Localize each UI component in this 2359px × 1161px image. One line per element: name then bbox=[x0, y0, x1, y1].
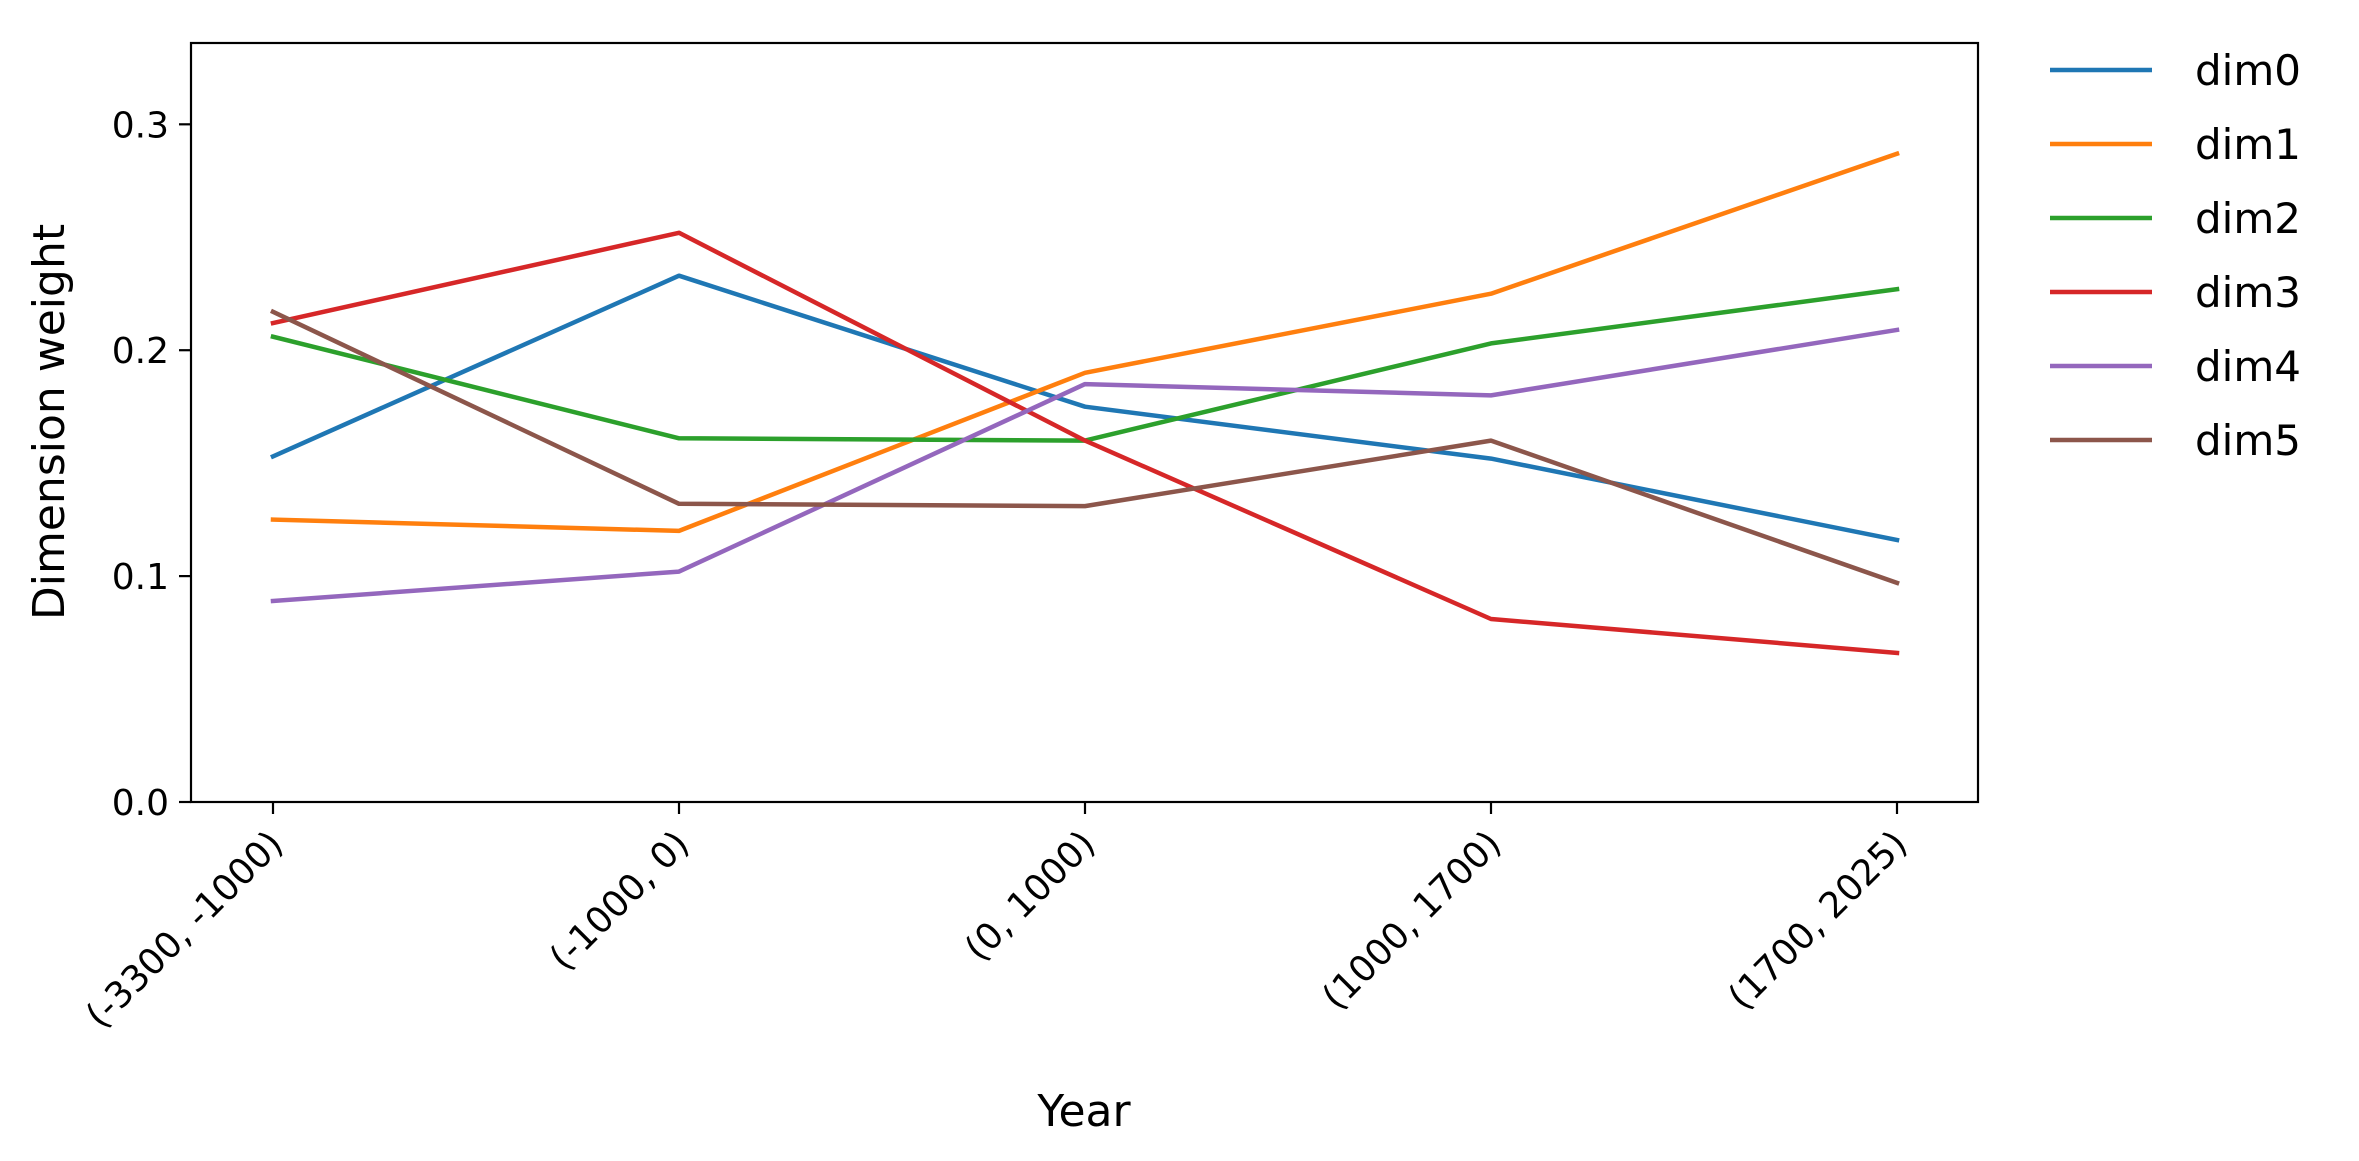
legend-label-dim3: dim3 bbox=[2195, 268, 2301, 317]
y-tick-label: 0.3 bbox=[112, 105, 169, 146]
y-axis: 0.0 0.1 0.2 0.3 bbox=[112, 105, 191, 824]
legend-label-dim0: dim0 bbox=[2195, 46, 2301, 95]
plot-lines bbox=[270, 150, 1900, 656]
x-axis-label: Year bbox=[1036, 1086, 1131, 1137]
x-tick-label: (1000, 1700) bbox=[1315, 823, 1510, 1018]
y-tick-label: 0.2 bbox=[112, 331, 169, 372]
legend-label-dim1: dim1 bbox=[2195, 120, 2301, 169]
y-axis-label: Dimension weight bbox=[24, 224, 75, 620]
series-line-dim1 bbox=[270, 150, 1900, 534]
series-line-dim5 bbox=[270, 308, 1900, 586]
y-tick-label: 0.0 bbox=[112, 783, 169, 824]
x-tick-label: (-3300, -1000) bbox=[78, 823, 291, 1036]
plot-frame bbox=[189, 41, 1980, 804]
x-tick-label: (1700, 2025) bbox=[1721, 823, 1916, 1018]
x-tick-label: (0, 1000) bbox=[957, 823, 1103, 969]
legend-label-dim4: dim4 bbox=[2195, 342, 2301, 391]
legend: dim0 dim1 dim2 dim3 dim4 dim5 bbox=[2050, 46, 2301, 465]
y-tick-label: 0.1 bbox=[112, 557, 169, 598]
legend-label-dim5: dim5 bbox=[2195, 416, 2301, 465]
series-line-dim0 bbox=[270, 273, 1900, 543]
x-tick-label: (-1000, 0) bbox=[542, 823, 697, 978]
series-line-dim3 bbox=[270, 230, 1900, 656]
x-axis: (-3300, -1000) (-1000, 0) (0, 1000) (1000, … bbox=[78, 802, 1915, 1036]
series-line-dim4 bbox=[270, 327, 1900, 604]
series-line-dim2 bbox=[270, 286, 1900, 443]
legend-label-dim2: dim2 bbox=[2195, 194, 2301, 243]
